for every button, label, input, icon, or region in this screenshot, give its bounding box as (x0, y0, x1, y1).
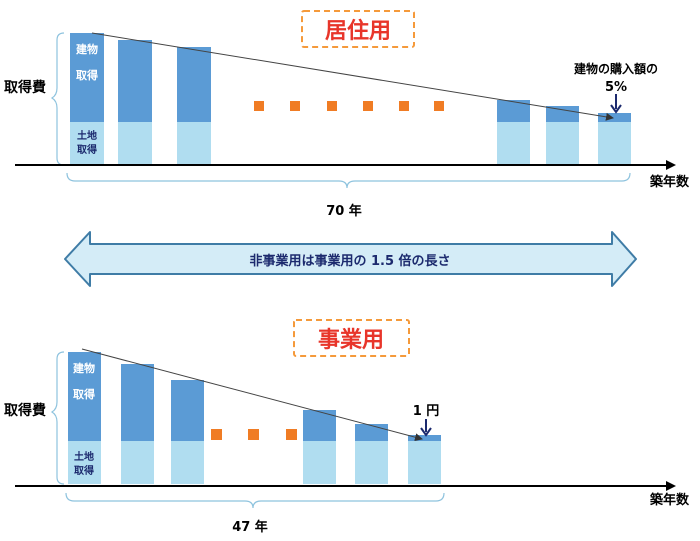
callout-percent: 5% (605, 80, 627, 95)
land-bar (546, 122, 579, 165)
svg-text:取得: 取得 (77, 143, 97, 156)
svg-text:土地: 土地 (77, 129, 97, 142)
residential-title-box (301, 10, 415, 48)
building-acquisition-label: 建物 取得 (73, 361, 95, 401)
business-title: 事業用 (318, 327, 384, 353)
y-brace (50, 32, 65, 166)
svg-text:取得: 取得 (74, 464, 94, 477)
business-title-box (293, 319, 410, 357)
building-bar (171, 380, 204, 441)
land-bar (408, 441, 441, 484)
land-bar (177, 122, 211, 165)
period-brace (66, 172, 631, 189)
land-bar (355, 441, 388, 484)
building-bar (121, 364, 154, 441)
x-axis-arrow (666, 481, 676, 491)
building-acquisition-label: 建物 取得 (76, 42, 98, 82)
callout-one-yen: 1 円 (413, 404, 440, 419)
building-bar (497, 100, 530, 122)
callout-arrow-head (420, 427, 432, 437)
land-bar (303, 441, 336, 484)
callout-arrow-head (610, 104, 622, 114)
svg-text:建物: 建物 (73, 361, 95, 375)
acquisition-cost-label: 取得費 (4, 402, 46, 419)
building-bar (546, 106, 579, 122)
ellipsis-dots (211, 429, 297, 440)
x-axis-arrow (666, 160, 676, 170)
period-label: 70 年 (326, 203, 362, 219)
depreciation-trend-line (81, 348, 423, 442)
depreciation-trend-line (91, 32, 614, 121)
land-bar (118, 122, 152, 165)
land-bar (598, 122, 631, 165)
residential-title: 居住用 (325, 18, 391, 44)
svg-text:取得: 取得 (73, 387, 95, 401)
business-bars (68, 352, 441, 484)
svg-text:建物: 建物 (76, 42, 98, 56)
building-bar (70, 33, 104, 122)
building-bar (598, 113, 631, 122)
ellipsis-dots (254, 101, 444, 111)
x-axis-label: 築年数 (649, 174, 690, 190)
business-section: 事業用 取得費 建物 取得 土地 取得 (4, 319, 690, 535)
svg-text:土地: 土地 (74, 450, 94, 463)
period-label: 47 年 (232, 519, 268, 535)
building-bar (118, 40, 152, 122)
x-axis-label: 築年数 (649, 492, 690, 508)
land-acquisition-label: 土地 取得 (74, 450, 94, 477)
building-bar (177, 47, 211, 122)
land-bar (121, 441, 154, 484)
building-bar (408, 435, 441, 441)
land-acquisition-label: 土地 取得 (77, 129, 97, 156)
land-bar (68, 441, 101, 484)
callout-purchase-ratio: 建物の購入額の (573, 61, 658, 76)
comparison-banner: 非事業用は事業用の 1.5 倍の長さ (64, 231, 637, 287)
land-bar (497, 122, 530, 165)
acquisition-cost-label: 取得費 (4, 79, 46, 96)
building-bar (355, 424, 388, 441)
svg-text:取得: 取得 (76, 68, 98, 82)
banner-text: 非事業用は事業用の 1.5 倍の長さ (249, 253, 450, 269)
residential-section: 居住用 取得費 建物 取得 土地 取得 (4, 10, 690, 219)
land-bar (171, 441, 204, 484)
land-bar (70, 122, 104, 165)
building-bar (68, 352, 101, 441)
y-brace (50, 351, 65, 485)
period-brace (65, 492, 445, 509)
residential-bars (70, 33, 631, 165)
